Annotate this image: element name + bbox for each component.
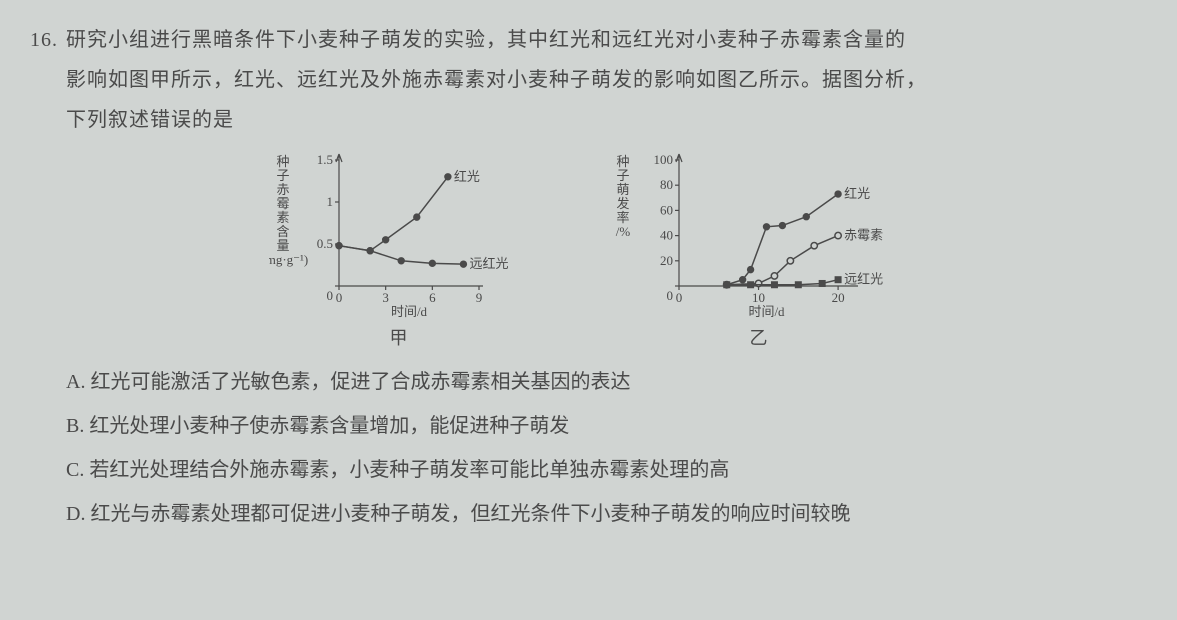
- question-number: 16.: [30, 20, 66, 60]
- option-a: A. 红光可能激活了光敏色素，促进了合成赤霉素相关基因的表达: [66, 360, 1147, 404]
- svg-text:20: 20: [660, 253, 673, 268]
- svg-text:9: 9: [475, 290, 482, 305]
- question-stem: 16.研究小组进行黑暗条件下小麦种子萌发的实验，其中红光和远红光对小麦种子赤霉素…: [30, 20, 1147, 140]
- svg-text:率: 率: [616, 210, 629, 225]
- question-line2: 影响如图甲所示，红光、远红光及外施赤霉素对小麦种子萌发的影响如图乙所示。据图分析…: [66, 60, 1147, 100]
- svg-text:素: 素: [276, 210, 289, 225]
- svg-text:0.5: 0.5: [316, 236, 332, 251]
- svg-text:100: 100: [653, 152, 673, 167]
- svg-text:子: 子: [276, 168, 289, 183]
- svg-text:20: 20: [831, 290, 844, 305]
- svg-text:红光: 红光: [844, 186, 870, 201]
- question-line3: 下列叙述错误的是: [66, 100, 1147, 140]
- chart-b: 0 10 20 20 40 60 80 100 0 时间/d 种子萌发率/% 红光赤霉素远红光: [609, 150, 909, 320]
- svg-text:40: 40: [660, 228, 673, 243]
- svg-text:子: 子: [616, 168, 629, 183]
- svg-text:种: 种: [616, 154, 629, 169]
- svg-text:3: 3: [382, 290, 389, 305]
- svg-text:0: 0: [335, 290, 342, 305]
- svg-text:0: 0: [326, 288, 333, 303]
- svg-text:1.5: 1.5: [316, 152, 332, 167]
- svg-text:赤: 赤: [276, 182, 289, 197]
- chart-b-caption: 乙: [750, 324, 768, 350]
- question-line1: 研究小组进行黑暗条件下小麦种子萌发的实验，其中红光和远红光对小麦种子赤霉素含量的: [66, 29, 906, 51]
- chart-b-box: 0 10 20 20 40 60 80 100 0 时间/d 种子萌发率/% 红光赤霉素远红光 乙: [609, 150, 909, 350]
- chart-a-box: 0 3 6 9 0.5 1 1.5 0 时间/d 种子赤霉素含量/(mg·g⁻¹) 红光远红光 甲: [269, 150, 529, 350]
- svg-text:60: 60: [660, 202, 673, 217]
- svg-text:0: 0: [675, 290, 682, 305]
- svg-text:萌: 萌: [616, 182, 629, 197]
- svg-text:0: 0: [666, 288, 673, 303]
- option-d: D. 红光与赤霉素处理都可促进小麦种子萌发，但红光条件下小麦种子萌发的响应时间较…: [66, 492, 1147, 536]
- chart-a-caption: 甲: [390, 324, 408, 350]
- charts-row: 03690.511.50时间/d种子赤霉素含量/(mg·g⁻¹)红光远红光 甲 …: [30, 150, 1147, 350]
- svg-text:/(mg·g⁻¹): /(mg·g⁻¹): [269, 252, 308, 267]
- svg-text:1: 1: [326, 194, 333, 209]
- svg-text:发: 发: [616, 196, 629, 211]
- svg-text:时间/d: 时间/d: [390, 304, 427, 319]
- svg-text:远红光: 远红光: [844, 272, 883, 287]
- svg-text:10: 10: [752, 290, 765, 305]
- svg-text:时间/d: 时间/d: [748, 304, 785, 319]
- svg-text:含: 含: [276, 224, 289, 239]
- svg-text:红光: 红光: [453, 169, 479, 184]
- svg-text:种: 种: [276, 154, 289, 169]
- chart-a: 0 3 6 9 0.5 1 1.5 0 时间/d 种子赤霉素含量/(mg·g⁻¹) 红光远红光: [269, 150, 529, 320]
- svg-text:6: 6: [429, 290, 436, 305]
- svg-text:赤霉素: 赤霉素: [844, 228, 883, 243]
- options: A. 红光可能激活了光敏色素，促进了合成赤霉素相关基因的表达 B. 红光处理小麦…: [66, 360, 1147, 536]
- svg-text:远红光: 远红光: [469, 256, 508, 271]
- option-b: B. 红光处理小麦种子使赤霉素含量增加，能促进种子萌发: [66, 404, 1147, 448]
- svg-text:80: 80: [660, 177, 673, 192]
- svg-text:/%: /%: [615, 224, 630, 239]
- svg-text:量: 量: [276, 238, 289, 253]
- svg-text:霉: 霉: [276, 196, 289, 211]
- option-c: C. 若红光处理结合外施赤霉素，小麦种子萌发率可能比单独赤霉素处理的高: [66, 448, 1147, 492]
